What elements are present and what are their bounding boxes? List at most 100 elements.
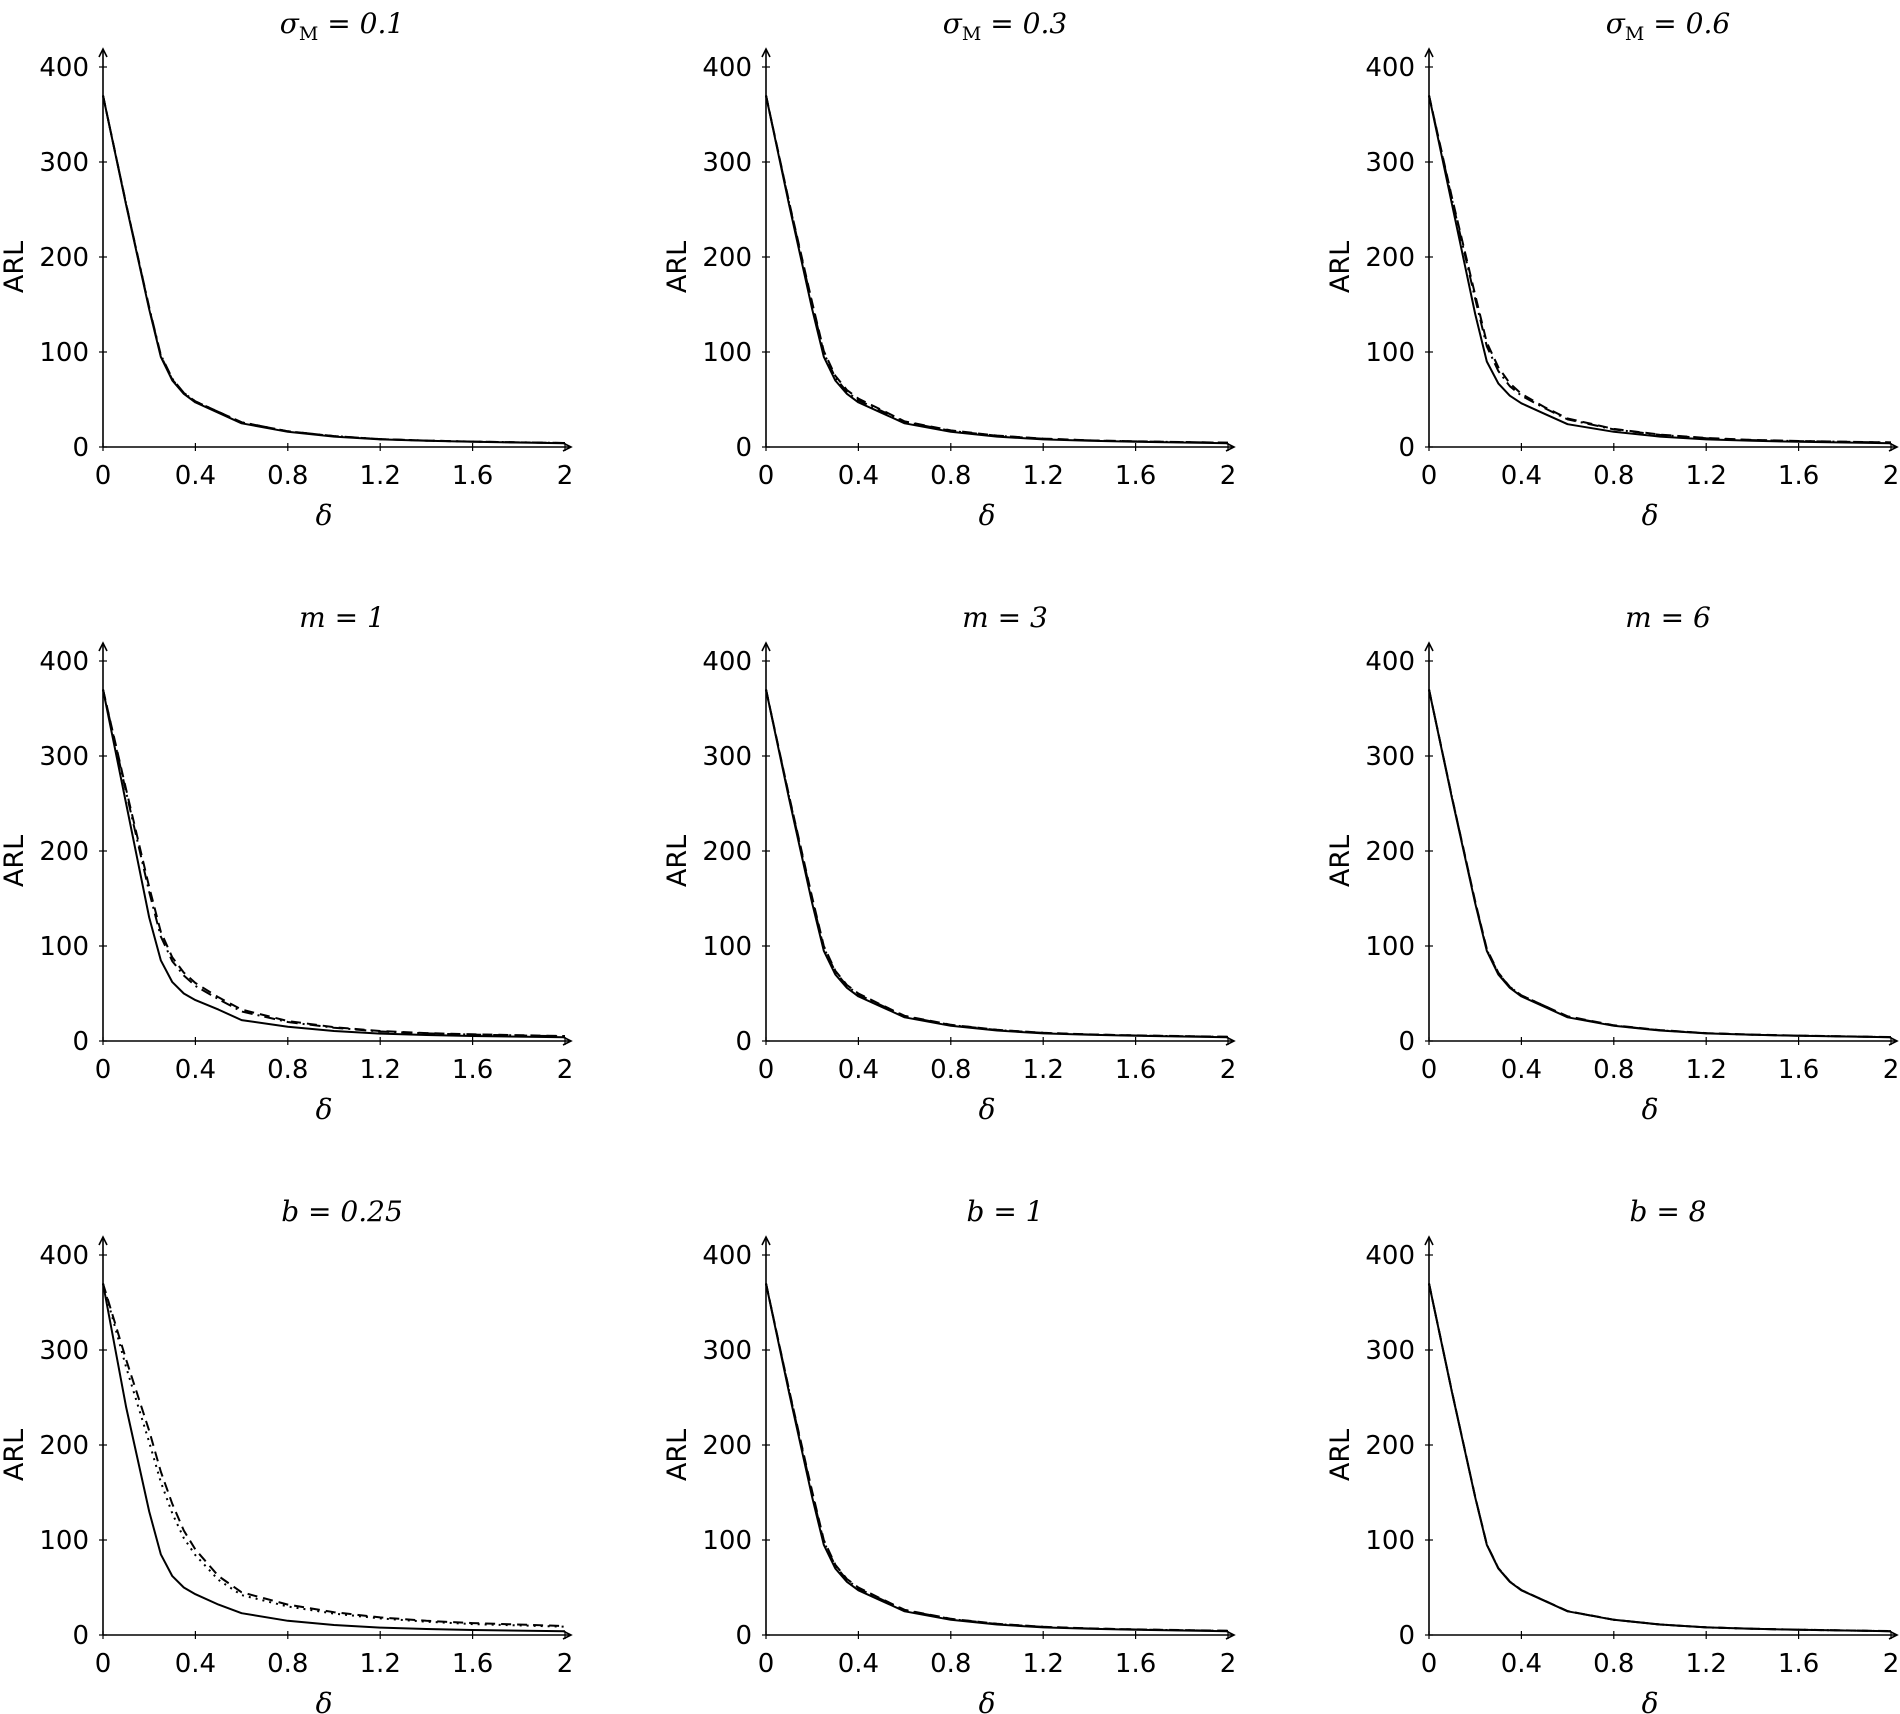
y-tick-label: 300 — [702, 148, 752, 178]
x-tick-label: 1.6 — [452, 1055, 493, 1085]
chart-panel-1: σM = 0.1 0 100 200 300 400 0 0.4 0.8 1.2 1.6 2 δ ARL — [0, 7, 573, 532]
x-tick-label: 1.2 — [1023, 1055, 1064, 1085]
series-line-dashdot — [1428, 689, 1892, 1039]
series-line-dashdot — [102, 95, 566, 444]
series-line-dashdot — [1428, 95, 1892, 444]
y-axis-label: ARL — [0, 835, 30, 887]
y-axis-arrow-icon — [761, 641, 771, 652]
series-line-solid — [1428, 689, 1892, 1039]
y-tick-label: 100 — [702, 932, 752, 962]
x-axis-arrow-icon — [1888, 442, 1899, 452]
x-tick-label: 0.8 — [267, 1649, 308, 1679]
y-tick-label: 400 — [702, 1241, 752, 1271]
y-tick-label: 0 — [1398, 1621, 1415, 1651]
series-line-dashed — [102, 1283, 566, 1627]
y-tick-label: 100 — [39, 338, 89, 368]
series-line-solid — [1428, 95, 1892, 445]
y-tick-label: 400 — [39, 53, 89, 83]
y-axis-label: ARL — [1325, 241, 1356, 293]
x-tick-label: 1.2 — [1686, 1649, 1727, 1679]
x-tick-label: 0 — [95, 461, 112, 491]
y-tick-label: 200 — [1365, 837, 1415, 867]
x-tick-label: 2 — [1883, 1649, 1900, 1679]
chart-panel-3: σM = 0.6 0 100 200 300 400 0 0.4 0.8 1.2 1.6 2 δ ARL — [1325, 7, 1899, 532]
x-tick-label: 1.2 — [1686, 1055, 1727, 1085]
y-tick-label: 100 — [1365, 338, 1415, 368]
y-tick-label: 100 — [1365, 932, 1415, 962]
y-tick-label: 300 — [39, 1336, 89, 1366]
y-axis-label: ARL — [0, 241, 30, 293]
series-line-dashdot — [765, 95, 1229, 444]
y-tick-label: 200 — [39, 1431, 89, 1461]
x-tick-label: 1.6 — [1115, 1055, 1156, 1085]
panel-title: b = 8 — [1630, 1195, 1707, 1228]
x-axis-label: δ — [316, 1093, 333, 1126]
x-tick-label: 2 — [557, 461, 574, 491]
chart-panel-6: m = 6 0 100 200 300 400 0 0.4 0.8 1.2 1.6 2 δ ARL — [1325, 601, 1899, 1126]
x-tick-label: 1.2 — [360, 461, 401, 491]
x-tick-label: 2 — [557, 1649, 574, 1679]
y-axis-label: ARL — [1325, 835, 1356, 887]
x-axis-arrow-icon — [1225, 1036, 1236, 1046]
x-tick-label: 0.4 — [838, 461, 879, 491]
chart-panel-7: b = 0.25 0 100 200 300 400 0 0.4 0.8 1.2 1.6 2 δ ARL — [0, 1195, 573, 1714]
x-axis-label: δ — [979, 1093, 996, 1126]
x-tick-label: 0 — [95, 1649, 112, 1679]
y-tick-label: 100 — [702, 338, 752, 368]
x-axis-label: δ — [1642, 499, 1659, 532]
x-tick-label: 0.4 — [838, 1055, 879, 1085]
series-line-dashed — [765, 95, 1229, 444]
x-tick-label: 0.4 — [175, 1649, 216, 1679]
x-axis-label: δ — [316, 499, 333, 532]
y-axis-label: ARL — [1325, 1429, 1356, 1481]
x-tick-label: 2 — [1883, 461, 1900, 491]
series-line-dashed — [1428, 1283, 1892, 1633]
x-tick-label: 1.2 — [360, 1649, 401, 1679]
x-tick-label: 0.8 — [1593, 461, 1634, 491]
y-tick-label: 300 — [39, 148, 89, 178]
y-tick-label: 0 — [72, 433, 89, 463]
x-tick-label: 0.8 — [1593, 1649, 1634, 1679]
x-tick-label: 1.2 — [1023, 461, 1064, 491]
panel-title: m = 6 — [1625, 601, 1711, 634]
x-tick-label: 1.6 — [452, 461, 493, 491]
x-tick-label: 1.6 — [1778, 461, 1819, 491]
panel-title: σM = 0.1 — [280, 7, 404, 45]
y-tick-label: 400 — [702, 647, 752, 677]
x-tick-label: 0 — [95, 1055, 112, 1085]
x-tick-label: 0.4 — [175, 461, 216, 491]
x-tick-label: 0 — [1421, 1055, 1438, 1085]
panel-title: m = 3 — [962, 601, 1048, 634]
series-line-dashdot — [102, 689, 566, 1038]
x-tick-label: 0 — [758, 461, 775, 491]
series-line-solid — [102, 1283, 566, 1633]
series-line-solid — [765, 95, 1229, 445]
y-tick-label: 200 — [39, 837, 89, 867]
y-tick-label: 0 — [72, 1621, 89, 1651]
y-tick-label: 0 — [735, 1621, 752, 1651]
y-axis-label: ARL — [662, 1429, 693, 1481]
y-tick-label: 300 — [1365, 742, 1415, 772]
x-axis-arrow-icon — [562, 442, 573, 452]
chart-panel-8: b = 1 0 100 200 300 400 0 0.4 0.8 1.2 1.6 2 δ ARL — [662, 1195, 1236, 1714]
x-tick-label: 1.6 — [1115, 461, 1156, 491]
y-tick-label: 400 — [39, 1241, 89, 1271]
x-tick-label: 0.8 — [930, 1055, 971, 1085]
x-tick-label: 0.8 — [1593, 1055, 1634, 1085]
panel-title: m = 1 — [299, 601, 385, 634]
x-axis-arrow-icon — [1225, 1630, 1236, 1640]
chart-panel-2: σM = 0.3 0 100 200 300 400 0 0.4 0.8 1.2 1.6 2 δ ARL — [662, 7, 1236, 532]
y-tick-label: 200 — [702, 243, 752, 273]
y-tick-label: 400 — [1365, 53, 1415, 83]
y-axis-arrow-icon — [98, 641, 108, 652]
series-line-dashed — [1428, 95, 1892, 444]
x-axis-arrow-icon — [1888, 1630, 1899, 1640]
x-tick-label: 0.4 — [838, 1649, 879, 1679]
series-line-dashed — [1428, 689, 1892, 1038]
series-line-dashdot — [1428, 1283, 1892, 1633]
y-tick-label: 100 — [39, 932, 89, 962]
x-tick-label: 2 — [1220, 1649, 1237, 1679]
y-axis-label: ARL — [662, 241, 693, 293]
x-tick-label: 1.6 — [452, 1649, 493, 1679]
